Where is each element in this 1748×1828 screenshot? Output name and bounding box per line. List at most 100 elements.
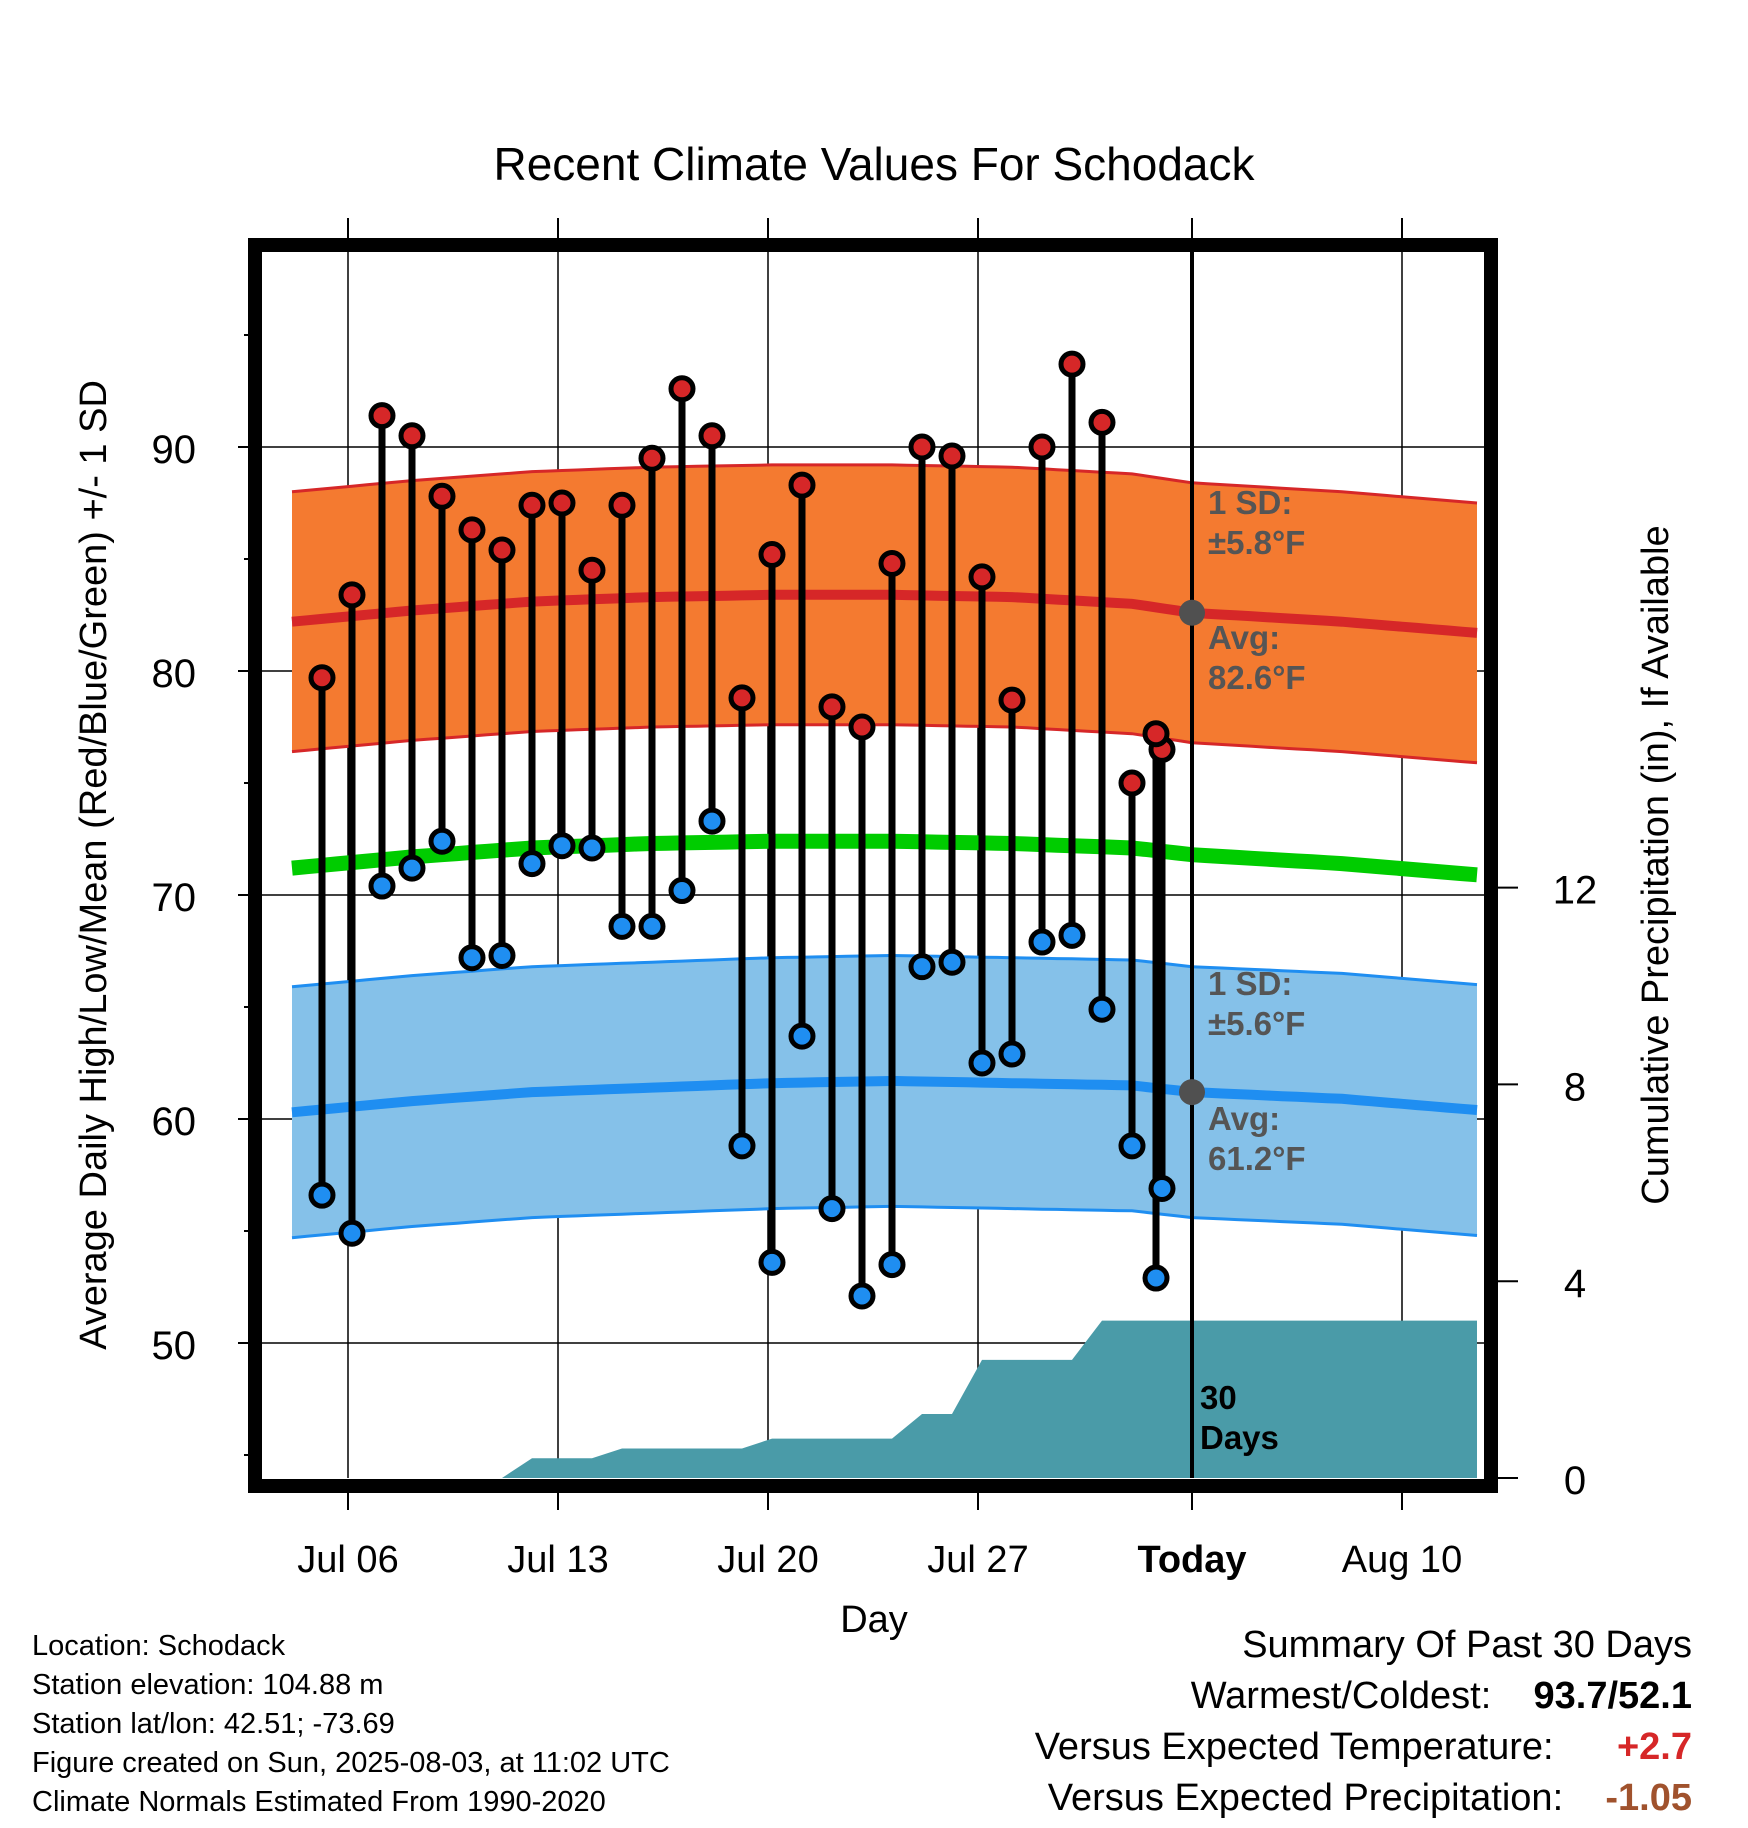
y-tick-label: 50: [152, 1324, 197, 1368]
low-point: [1028, 928, 1056, 956]
summary-warmest-row: Warmest/Coldest: 93.7/52.1: [1191, 1677, 1692, 1715]
low-point: [698, 807, 726, 835]
summary-warmest-label: Warmest/Coldest:: [1190, 1675, 1492, 1717]
high-point: [548, 489, 576, 517]
low-point: [578, 834, 606, 862]
summary-precip-value: -1.05: [1605, 1777, 1692, 1819]
high-point: [938, 442, 966, 470]
high-point: [818, 693, 846, 721]
footer-latlon: Station lat/lon: 42.51; -73.69: [32, 1708, 395, 1740]
precip-area: [292, 1320, 1477, 1478]
low-point: [878, 1251, 906, 1279]
high-point: [428, 482, 456, 510]
high-point: [608, 491, 636, 519]
low-sd-band: [292, 955, 1477, 1238]
low-point: [638, 912, 666, 940]
y-tick-label: 70: [152, 876, 197, 920]
low-point: [548, 832, 576, 860]
high-sd-band-lower-edge: [291, 723, 1478, 765]
high-point: [368, 402, 396, 430]
high-point: [1088, 408, 1116, 436]
high-point: [1028, 433, 1056, 461]
annotation-layer: 1 SD: ±5.8°F Avg: 82.6°F 1 SD: ±5.6°F Avg: 61.2…: [1179, 246, 1306, 1478]
footer-location: Location: Schodack: [32, 1630, 286, 1662]
low-point: [1088, 995, 1116, 1023]
normal-bands-layer: [291, 463, 1478, 1240]
high-sd-band-upper-edge: [291, 463, 1478, 505]
high-point: [578, 556, 606, 584]
high-point: [1058, 350, 1086, 378]
x-tick-label: Aug 10: [1342, 1539, 1462, 1581]
high-sd-band: [292, 464, 1477, 763]
low-point: [1142, 1264, 1170, 1292]
summary-temp-label: Versus Expected Temperature:: [1034, 1726, 1554, 1768]
summary-precip-label: Versus Expected Precipitation:: [1047, 1777, 1564, 1819]
summary-title: Summary Of Past 30 Days: [1242, 1624, 1692, 1666]
high-point: [668, 375, 696, 403]
summary-temp-value: +2.7: [1616, 1726, 1692, 1768]
mean-normal-line: [291, 833, 1478, 883]
high-point: [518, 491, 546, 519]
high-point: [728, 684, 756, 712]
chart-title: Recent Climate Values For Schodack: [493, 138, 1255, 190]
y-tick-label: 60: [152, 1100, 197, 1144]
axes-layer: 50 60 70 80 90 0 4 8 12 Jul 06 Jul 13 Jul 20 Jul 27 T…: [152, 218, 1598, 1581]
low-point: [458, 944, 486, 972]
low-point: [788, 1022, 816, 1050]
high-point: [458, 516, 486, 544]
low-sd-annotation: 1 SD: ±5.6°F: [1208, 965, 1305, 1042]
today-high-avg-dot: [1179, 599, 1205, 626]
high-point: [968, 563, 996, 591]
low-point: [488, 941, 516, 969]
high-point: [848, 713, 876, 741]
high-point: [878, 549, 906, 577]
low-point: [848, 1282, 876, 1310]
summary-precip-row: Versus Expected Precipitation: -1.05: [1048, 1779, 1692, 1817]
footer-elevation: Station elevation: 104.88 m: [32, 1669, 384, 1701]
precip-layer: [292, 1320, 1477, 1478]
low-sd-band-upper-edge: [291, 953, 1478, 989]
low-point: [1148, 1174, 1176, 1202]
x-tick-label: Jul 06: [297, 1539, 398, 1581]
high-point: [398, 422, 426, 450]
high-point: [758, 541, 786, 569]
low-point: [938, 948, 966, 976]
high-normal-line: [291, 589, 1478, 638]
low-point: [1118, 1132, 1146, 1160]
high-point: [308, 664, 336, 692]
y2-tick-label: 0: [1564, 1459, 1586, 1503]
x-axis-label: Day: [840, 1599, 908, 1641]
high-point: [1142, 720, 1170, 748]
low-point: [308, 1181, 336, 1209]
low-point: [368, 872, 396, 900]
summary-temp-row: Versus Expected Temperature: +2.7: [1035, 1728, 1692, 1766]
high-sd-annotation: 1 SD: ±5.8°F: [1208, 484, 1305, 561]
low-point: [398, 854, 426, 882]
summary-warmest-value: 93.7/52.1: [1533, 1675, 1692, 1717]
plot-frame: [248, 238, 1498, 1493]
low-point: [428, 827, 456, 855]
y-axis-label: Average Daily High/Low/Mean (Red/Blue/Gr…: [73, 380, 115, 1350]
today-days-label: 30 Days: [1200, 1379, 1279, 1456]
low-point: [338, 1219, 366, 1247]
low-point: [998, 1040, 1026, 1068]
high-point: [1118, 769, 1146, 797]
y2-tick-label: 8: [1564, 1065, 1586, 1109]
footer-normals: Climate Normals Estimated From 1990-2020: [32, 1786, 606, 1818]
footer-created: Figure created on Sun, 2025-08-03, at 11…: [32, 1747, 670, 1779]
high-point: [488, 536, 516, 564]
high-point: [338, 581, 366, 609]
y-tick-label: 90: [152, 428, 197, 472]
points-layer: [308, 350, 1176, 1310]
x-tick-label: Jul 20: [717, 1539, 818, 1581]
x-tick-label: Jul 27: [927, 1539, 1028, 1581]
high-point: [638, 444, 666, 472]
y2-axis-label: Cumulative Precipitation (in), If Availa…: [1635, 525, 1677, 1204]
low-point: [518, 850, 546, 878]
high-avg-annotation: Avg: 82.6°F: [1208, 619, 1306, 696]
y-tick-label: 80: [152, 652, 197, 696]
low-point: [818, 1195, 846, 1223]
low-normal-line: [291, 1075, 1478, 1118]
y2-tick-label: 12: [1553, 869, 1598, 913]
low-point: [968, 1049, 996, 1077]
